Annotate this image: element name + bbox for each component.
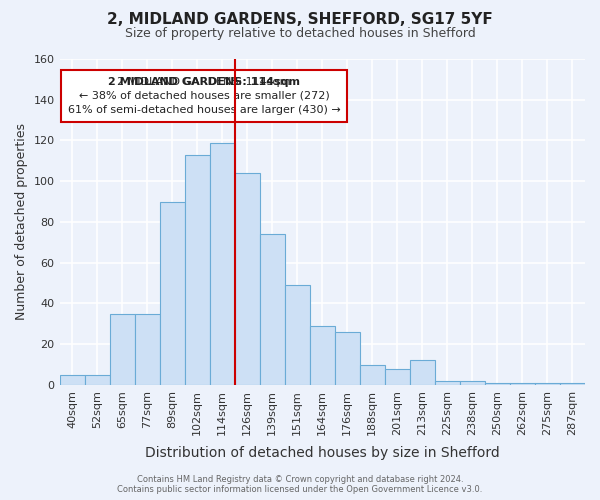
Text: 2, MIDLAND GARDENS, SHEFFORD, SG17 5YF: 2, MIDLAND GARDENS, SHEFFORD, SG17 5YF (107, 12, 493, 28)
Bar (560, 383, 585, 385)
Bar (535, 383, 560, 385)
Bar (360, 364, 385, 385)
Bar (85, 374, 110, 385)
Bar (285, 285, 310, 385)
Bar (510, 383, 535, 385)
Bar (209, 142, 235, 385)
Bar (185, 154, 209, 385)
Bar (59, 374, 85, 385)
Bar (410, 360, 435, 385)
Bar (335, 332, 360, 385)
Text: Size of property relative to detached houses in Shefford: Size of property relative to detached ho… (125, 28, 475, 40)
Bar (235, 173, 260, 385)
Bar (134, 314, 160, 385)
Bar (160, 202, 185, 385)
Bar (385, 368, 410, 385)
Bar (260, 234, 285, 385)
Bar (435, 381, 460, 385)
Text: 2 MIDLAND GARDENS: 114sqm
← 38% of detached houses are smaller (272)
61% of semi: 2 MIDLAND GARDENS: 114sqm ← 38% of detac… (68, 77, 340, 115)
X-axis label: Distribution of detached houses by size in Shefford: Distribution of detached houses by size … (145, 446, 500, 460)
Text: 2 MIDLAND GARDENS: 114sqm: 2 MIDLAND GARDENS: 114sqm (108, 77, 300, 87)
Bar (460, 381, 485, 385)
Bar (485, 383, 510, 385)
Bar (310, 326, 335, 385)
Y-axis label: Number of detached properties: Number of detached properties (15, 124, 28, 320)
Text: Contains HM Land Registry data © Crown copyright and database right 2024.
Contai: Contains HM Land Registry data © Crown c… (118, 474, 482, 494)
Bar (110, 314, 134, 385)
